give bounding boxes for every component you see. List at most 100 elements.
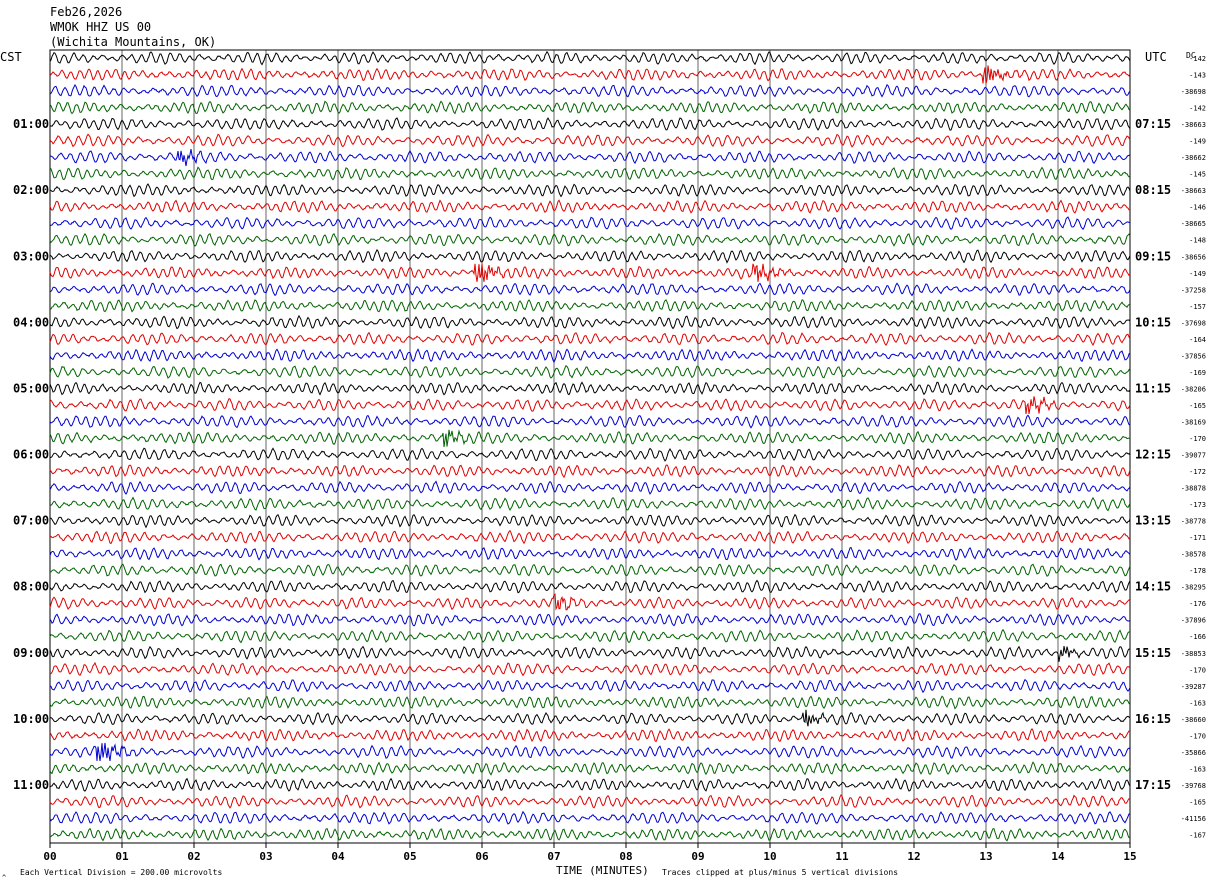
x-tick-label: 03 xyxy=(259,850,272,863)
dc-offset-label: -178 xyxy=(1189,567,1206,575)
seismic-trace xyxy=(49,645,1131,662)
dc-offset-label: -41156 xyxy=(1181,815,1206,823)
utc-hour-label: 13:15 xyxy=(1135,514,1171,528)
dc-offset-label: -38295 xyxy=(1181,584,1206,592)
x-axis-title: TIME (MINUTES) xyxy=(556,864,649,877)
dc-offset-label: -142 xyxy=(1189,55,1206,63)
x-tick-label: 09 xyxy=(691,850,704,863)
x-tick-label: 04 xyxy=(331,850,345,863)
dc-offset-label: -173 xyxy=(1189,501,1206,509)
dc-offset-label: -38663 xyxy=(1181,121,1206,129)
cst-hour-label: 09:00 xyxy=(13,646,49,660)
cst-hour-label: 07:00 xyxy=(13,514,49,528)
station-name: WMOK HHZ US 00 xyxy=(50,20,151,34)
vertical-scale-note: Each Vertical Division = 200.00 microvol… xyxy=(20,868,222,877)
dc-offset-label: -170 xyxy=(1189,435,1206,443)
seismic-trace xyxy=(49,248,1131,264)
seismic-trace xyxy=(49,396,1131,414)
cst-hour-label: 10:00 xyxy=(13,712,49,726)
seismic-trace xyxy=(49,149,1131,167)
dc-offset-label: -38578 xyxy=(1181,551,1206,559)
seismic-trace xyxy=(49,100,1131,115)
cst-hour-label: 06:00 xyxy=(13,448,49,462)
seismic-trace xyxy=(49,117,1131,131)
seismic-trace xyxy=(49,661,1131,677)
dc-offset-label: -38660 xyxy=(1181,716,1206,724)
seismic-trace xyxy=(49,777,1131,792)
cst-hour-label: 08:00 xyxy=(13,580,49,594)
seismic-trace xyxy=(49,810,1131,825)
seismic-trace xyxy=(49,447,1131,462)
seismic-trace xyxy=(49,695,1131,710)
dc-offset-label: -169 xyxy=(1189,369,1206,377)
left-timezone-label: CST xyxy=(0,50,22,64)
cst-hour-label: 02:00 xyxy=(13,183,49,197)
utc-hour-label: 07:15 xyxy=(1135,117,1171,131)
dc-offset-label: -165 xyxy=(1189,798,1206,806)
dc-offset-label: -39768 xyxy=(1181,782,1206,790)
dc-offset-label: -143 xyxy=(1189,72,1206,80)
dc-offset-label: -176 xyxy=(1189,600,1206,608)
dc-offset-label: -146 xyxy=(1189,204,1206,212)
dc-offset-label: -38656 xyxy=(1181,253,1206,261)
cst-hour-label: 03:00 xyxy=(13,249,49,263)
dc-offset-label: -38663 xyxy=(1181,187,1206,195)
dc-offset-label: -163 xyxy=(1189,699,1206,707)
dc-offset-label: -164 xyxy=(1189,336,1206,344)
dc-offset-label: -163 xyxy=(1189,765,1206,773)
dc-offset-label: -37698 xyxy=(1181,319,1206,327)
dc-offset-label: -157 xyxy=(1189,303,1206,311)
dc-offset-label: -170 xyxy=(1189,666,1206,674)
seismic-trace xyxy=(49,827,1131,842)
seismic-trace xyxy=(49,263,1131,282)
utc-hour-label: 15:15 xyxy=(1135,646,1171,660)
x-tick-label: 15 xyxy=(1123,850,1136,863)
seismic-trace xyxy=(49,133,1131,148)
seismic-trace xyxy=(49,742,1131,761)
dc-offset-label: -149 xyxy=(1189,138,1206,146)
dc-offset-label: -38169 xyxy=(1181,418,1206,426)
seismic-trace xyxy=(49,183,1131,198)
seismic-trace xyxy=(49,464,1131,479)
seismic-trace xyxy=(49,709,1131,727)
seismic-trace xyxy=(49,794,1131,809)
seismic-trace xyxy=(49,381,1131,396)
x-tick-label: 00 xyxy=(43,850,56,863)
seismic-trace xyxy=(49,546,1131,561)
dc-offset-label: -37258 xyxy=(1181,286,1206,294)
dc-offset-label: -148 xyxy=(1189,237,1206,245)
utc-hour-label: 11:15 xyxy=(1135,381,1171,395)
utc-hour-label: 12:15 xyxy=(1135,448,1171,462)
dc-offset-label: -38878 xyxy=(1181,485,1206,493)
dc-offset-label: -38778 xyxy=(1181,518,1206,526)
seismic-trace xyxy=(49,365,1131,379)
x-tick-label: 08 xyxy=(619,850,632,863)
x-tick-label: 01 xyxy=(115,850,129,863)
utc-hour-label: 14:15 xyxy=(1135,580,1171,594)
cst-hour-label: 01:00 xyxy=(13,117,49,131)
dc-offset-label: -37856 xyxy=(1181,352,1206,360)
x-tick-label: 12 xyxy=(907,850,920,863)
cst-hour-label: 05:00 xyxy=(13,381,49,395)
x-tick-label: 07 xyxy=(547,850,560,863)
utc-hour-label: 16:15 xyxy=(1135,712,1171,726)
utc-hour-label: 17:15 xyxy=(1135,778,1171,792)
dc-label: DC xyxy=(1186,51,1196,60)
seismic-trace xyxy=(49,414,1131,429)
seismic-trace xyxy=(49,50,1131,66)
seismic-trace xyxy=(49,496,1131,512)
dc-offset-label: -38698 xyxy=(1181,88,1206,96)
clipping-note: Traces clipped at plus/minus 5 vertical … xyxy=(662,868,898,877)
station-location: (Wichita Mountains, OK) xyxy=(50,35,216,49)
x-tick-label: 11 xyxy=(835,850,849,863)
utc-hour-label: 10:15 xyxy=(1135,315,1171,329)
seismic-trace xyxy=(49,480,1131,495)
seismic-trace xyxy=(49,65,1131,84)
dc-offset-label: -172 xyxy=(1189,468,1206,476)
seismic-trace xyxy=(49,216,1131,231)
dc-offset-label: -171 xyxy=(1189,534,1206,542)
seismic-trace xyxy=(49,563,1131,577)
seismic-trace xyxy=(49,513,1131,529)
seismic-trace xyxy=(49,429,1131,448)
utc-hour-label: 08:15 xyxy=(1135,183,1171,197)
